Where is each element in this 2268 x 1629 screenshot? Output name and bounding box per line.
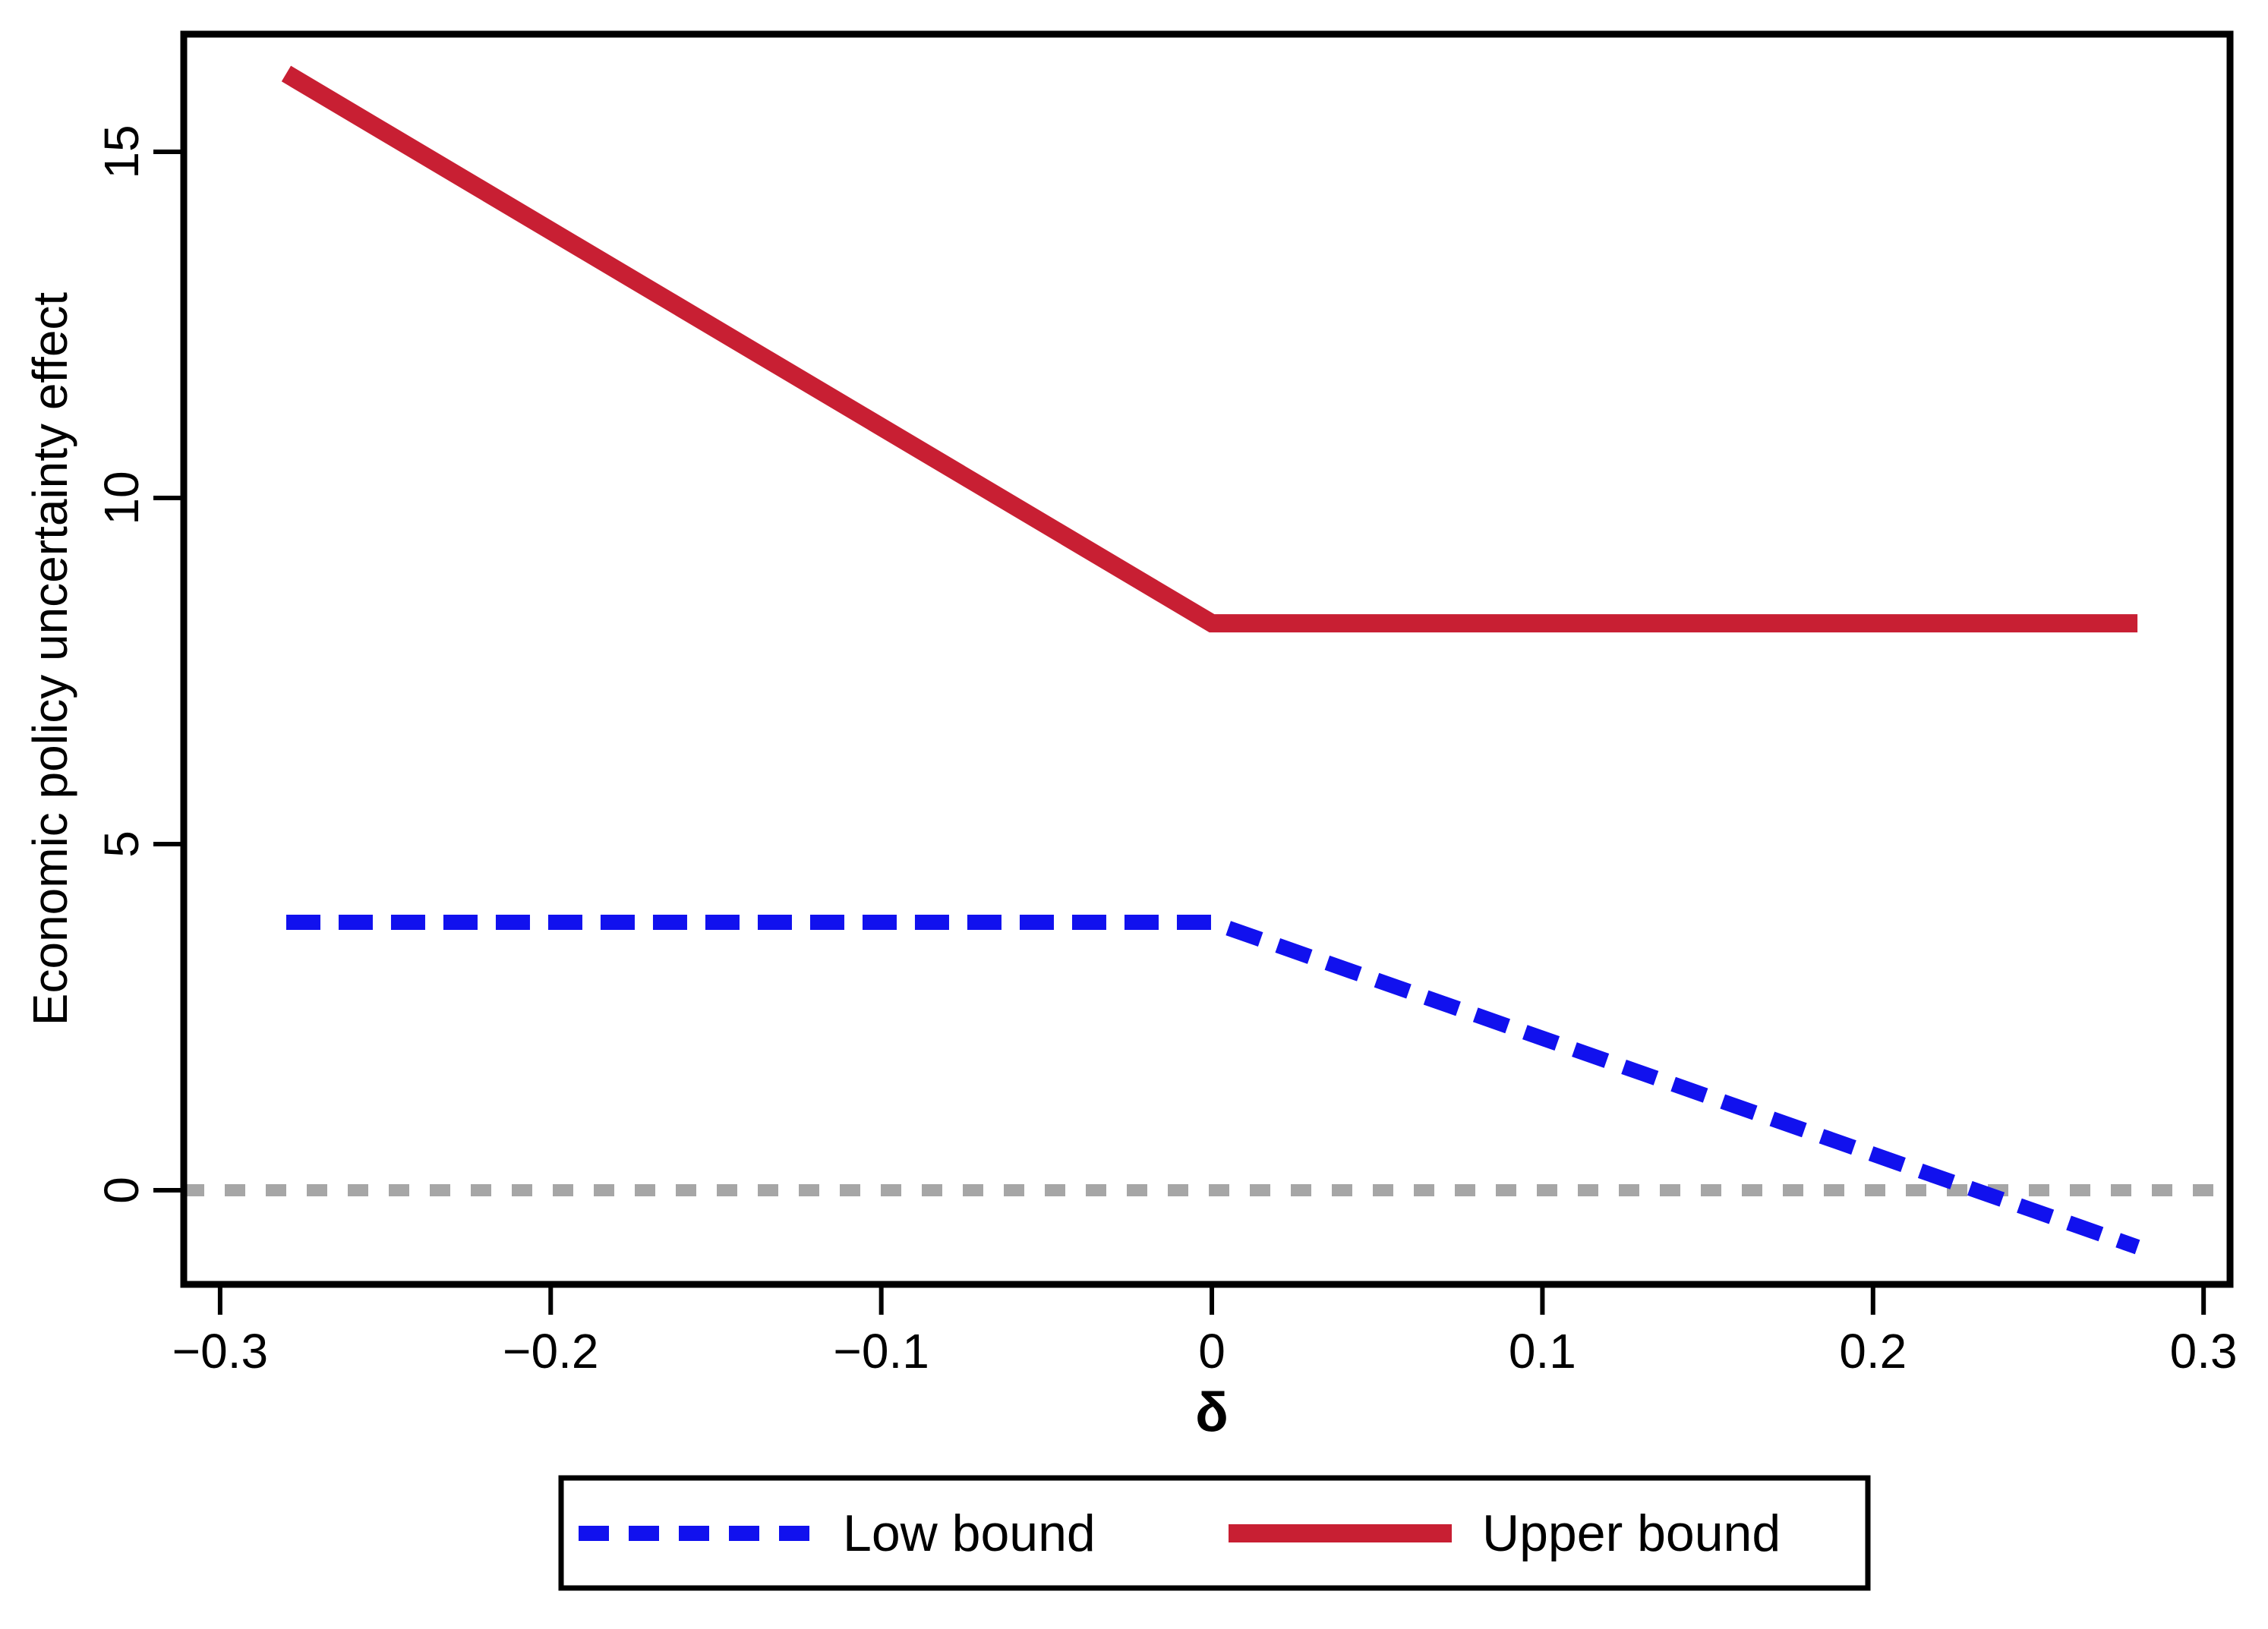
x-tick-label: −0.3 [172, 1324, 268, 1379]
series-line-upper-bound [281, 65, 2138, 633]
x-tick-label: 0 [1198, 1324, 1225, 1379]
x-tick-label: 0.3 [2170, 1324, 2238, 1379]
x-axis-label: δ [1195, 1382, 1229, 1443]
y-axis-label: Economic policy uncertainty effect [23, 292, 77, 1026]
series-lines-group [281, 65, 2140, 1255]
x-tick-label: −0.1 [833, 1324, 929, 1379]
y-tick-label: 15 [94, 124, 149, 178]
legend: Low bound Upper bound [558, 1475, 1871, 1591]
series-line-low-bound [285, 915, 2140, 1255]
plot-frame [180, 30, 2234, 1288]
y-tick-label: 10 [94, 471, 149, 525]
y-tick-label: 5 [94, 830, 149, 858]
legend-label-upper-bound: Upper bound [1482, 1505, 1781, 1562]
x-tick-label: 0.2 [1839, 1324, 1907, 1379]
legend-label-low-bound: Low bound [843, 1505, 1096, 1562]
x-tick-label: −0.2 [503, 1324, 598, 1379]
x-tick-label: 0.1 [1509, 1324, 1576, 1379]
y-tick-label: 0 [94, 1177, 149, 1204]
axis-ticks-group: −0.3 −0.2 −0.1 0 0.1 0.2 0.3 0 5 10 15 [94, 124, 2238, 1379]
legend-border [558, 1475, 1871, 1591]
